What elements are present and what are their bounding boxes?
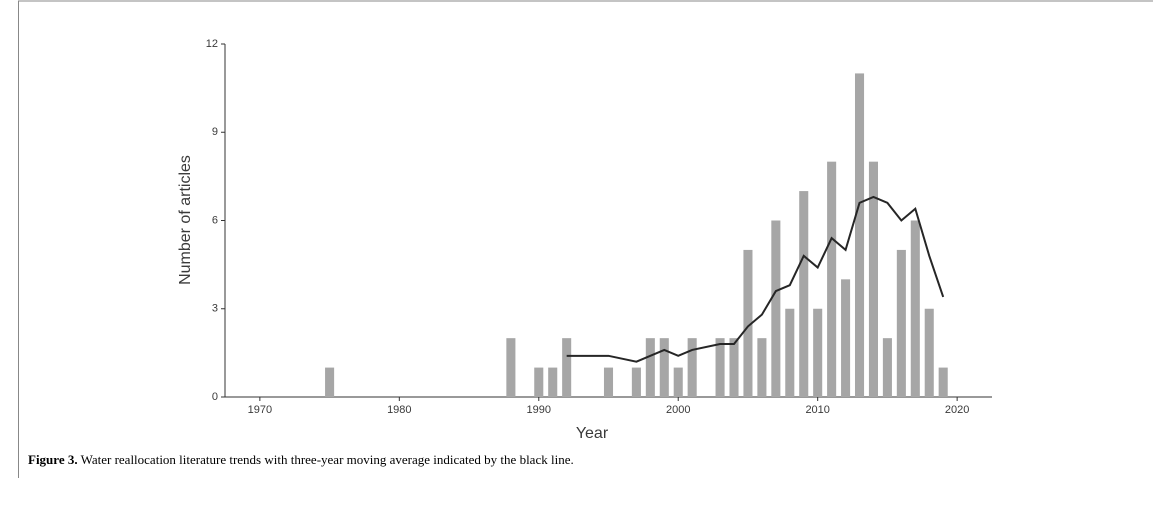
bar: [757, 338, 767, 397]
y-tick-label: 0: [212, 391, 218, 403]
x-axis-label: Year: [576, 425, 609, 442]
bar: [785, 308, 795, 397]
bar: [854, 73, 865, 398]
bar: [562, 338, 572, 397]
bar: [896, 249, 906, 397]
y-tick-label: 3: [212, 303, 218, 315]
bar: [534, 367, 544, 397]
bar: [743, 249, 753, 397]
bar: [924, 308, 934, 397]
bar: [603, 367, 614, 397]
bar: [938, 367, 948, 397]
x-tick-label: 1990: [527, 404, 551, 416]
y-axis-label: Number of articles: [177, 155, 194, 285]
x-tick-label: 1970: [248, 404, 272, 416]
bar: [645, 338, 655, 397]
caption-text: Water reallocation literature trends wit…: [81, 452, 574, 467]
bar: [729, 338, 739, 397]
bar: [771, 220, 781, 397]
bar: [882, 338, 892, 397]
bar: [841, 279, 851, 397]
caption: Figure 3. Water reallocation literature …: [28, 452, 574, 467]
bar: [687, 338, 697, 397]
bar: [506, 338, 516, 397]
x-tick-label: 2000: [666, 404, 690, 416]
x-tick-label: 2020: [945, 404, 969, 416]
y-tick-label: 9: [212, 126, 218, 138]
bar: [813, 308, 823, 397]
bar: [659, 338, 669, 397]
caption-label: Figure 3.: [28, 452, 78, 467]
bar: [325, 367, 335, 397]
bar: [548, 367, 558, 397]
bar: [631, 367, 641, 397]
bar: [910, 220, 920, 397]
moving-average-line: [566, 195, 945, 363]
bar: [799, 191, 809, 397]
bar: [827, 161, 837, 397]
y-tick-label: 12: [206, 38, 218, 50]
bar: [673, 367, 683, 397]
bar: [715, 338, 725, 397]
x-tick-label: 2010: [805, 404, 829, 416]
bar: [868, 161, 878, 397]
x-tick-label: 1980: [387, 404, 411, 416]
y-tick-label: 6: [212, 214, 218, 226]
